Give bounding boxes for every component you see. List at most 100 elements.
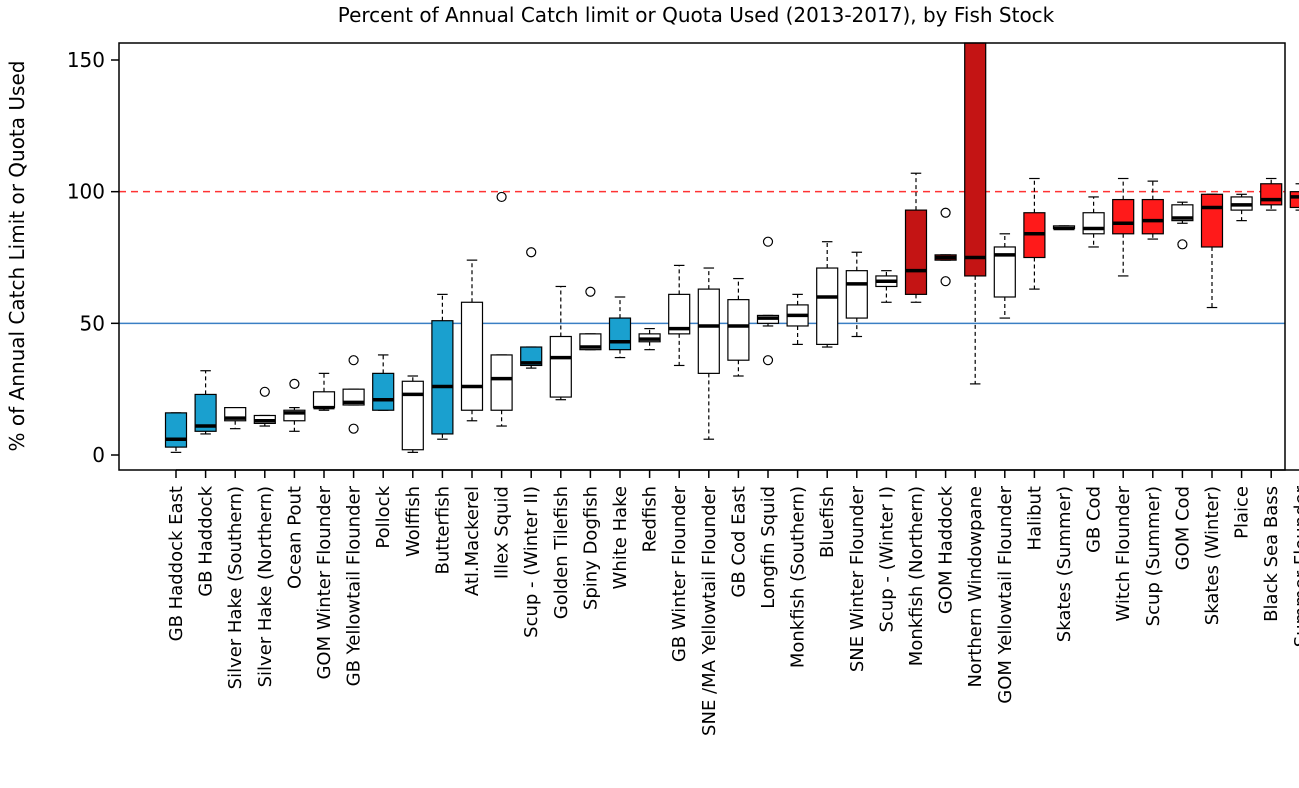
box-iqr — [993, 246, 1016, 298]
x-tick-label: Bluefish — [817, 486, 838, 558]
box-30 — [1052, 225, 1076, 231]
y-tick-label: 0 — [92, 443, 105, 467]
box-0 — [164, 412, 188, 453]
box-10 — [460, 259, 484, 422]
box-22 — [816, 241, 839, 348]
box-iqr — [1082, 212, 1105, 235]
box-iqr — [194, 393, 217, 432]
box-iqr — [697, 288, 720, 374]
x-tick-label: GB Yellowtail Flounder — [344, 485, 365, 686]
outlier-point — [289, 378, 300, 389]
x-tick-label: Silver Hake (Southern) — [225, 486, 246, 689]
box-3 — [253, 386, 276, 427]
y-axis-label: % of Annual Catch Limit or Quota Used — [5, 61, 29, 452]
box-iqr — [431, 320, 454, 435]
x-tick-label: Butterfish — [432, 486, 453, 574]
y-tick-label: 150 — [67, 48, 105, 72]
x-tick-label: Longfin Squid — [758, 486, 779, 609]
box-iqr — [460, 301, 484, 411]
box-iqr — [283, 409, 306, 422]
x-tick-label: GB Cod — [1084, 486, 1105, 553]
box-iqr — [401, 380, 424, 451]
chart-title: Percent of Annual Catch limit or Quota U… — [338, 3, 1055, 27]
box-13 — [549, 285, 572, 401]
x-tick-label: White Hake — [610, 486, 631, 589]
box-iqr — [1289, 191, 1299, 209]
outlier-point — [940, 207, 951, 218]
outlier-point — [1177, 239, 1188, 250]
outlier-point — [259, 386, 270, 397]
box-iqr — [727, 299, 750, 361]
box-iqr — [312, 391, 336, 409]
box-38 — [1289, 183, 1299, 211]
box-28 — [993, 233, 1016, 319]
x-tick-label: GOM Haddock — [936, 485, 957, 614]
box-iqr — [490, 354, 513, 411]
x-tick-label: Scup - (Winter I) — [876, 486, 897, 633]
box-iqr — [816, 267, 839, 345]
x-tick-label: Black Sea Bass — [1261, 486, 1282, 622]
box-31 — [1082, 196, 1105, 248]
outlier-point — [940, 276, 951, 287]
box-33 — [1141, 180, 1164, 240]
x-tick-label: Scup (Summer) — [1143, 486, 1164, 626]
box-iqr — [964, 42, 987, 277]
box-iqr — [1200, 193, 1224, 248]
x-tick-label: Monkfish (Northern) — [906, 486, 927, 666]
box-iqr — [1112, 198, 1135, 235]
y-tick-label: 50 — [80, 311, 105, 335]
x-tick-label: Wolffish — [403, 486, 424, 557]
box-4 — [283, 378, 306, 432]
x-tick-label: Summer Flounder — [1291, 485, 1299, 647]
y-tick-label: 100 — [67, 180, 105, 204]
x-tick-label: Monkfish (Southern) — [788, 486, 809, 668]
outlier-point — [348, 355, 359, 366]
box-7 — [372, 354, 395, 411]
box-29 — [1023, 177, 1046, 290]
x-tick-label: GOM Cod — [1172, 486, 1193, 570]
x-tick-label: GB Haddock East — [166, 486, 187, 641]
box-19 — [727, 277, 750, 377]
box-6 — [342, 355, 365, 434]
x-tick-label: Halibut — [1024, 486, 1045, 550]
box-15 — [608, 296, 632, 359]
box-20 — [756, 236, 780, 366]
x-tick-label: GB Haddock — [196, 485, 217, 596]
box-iqr — [668, 293, 691, 335]
box-iqr — [1260, 183, 1283, 206]
outlier-point — [496, 191, 507, 203]
box-32 — [1112, 177, 1135, 277]
outlier-point — [762, 236, 774, 247]
box-iqr — [520, 346, 543, 367]
x-tick-label: Redfish — [640, 486, 661, 552]
x-tick-label: Golden Tilefish — [551, 486, 572, 619]
box-23 — [845, 251, 868, 338]
box-27 — [964, 42, 987, 385]
box-34 — [1171, 201, 1194, 250]
box-iqr — [845, 270, 868, 319]
box-iqr — [549, 335, 572, 398]
box-iqr — [608, 317, 632, 351]
box-35 — [1200, 193, 1224, 309]
x-tick-label: Witch Flounder — [1113, 485, 1134, 621]
box-1 — [194, 370, 217, 435]
x-tick-label: Spiny Dogfish — [580, 486, 601, 610]
box-25 — [904, 172, 928, 303]
x-tick-label: Plaice — [1232, 486, 1253, 539]
box-iqr — [164, 412, 188, 448]
box-21 — [786, 293, 809, 345]
outlier-point — [585, 286, 596, 297]
x-tick-label: Silver Hake (Northern) — [255, 486, 276, 687]
x-tick-label: Ocean Pout — [284, 486, 305, 589]
box-24 — [875, 270, 898, 303]
box-series — [164, 42, 1299, 453]
box-14 — [579, 286, 602, 351]
box-11 — [490, 191, 513, 427]
box-36 — [1230, 193, 1253, 222]
x-tick-label: Scup - (Winter II) — [521, 486, 542, 638]
box-26 — [934, 207, 957, 287]
box-iqr — [904, 209, 928, 295]
box-iqr — [372, 372, 395, 411]
box-17 — [668, 264, 691, 367]
x-tick-label: SNE Winter Flounder — [847, 485, 868, 672]
